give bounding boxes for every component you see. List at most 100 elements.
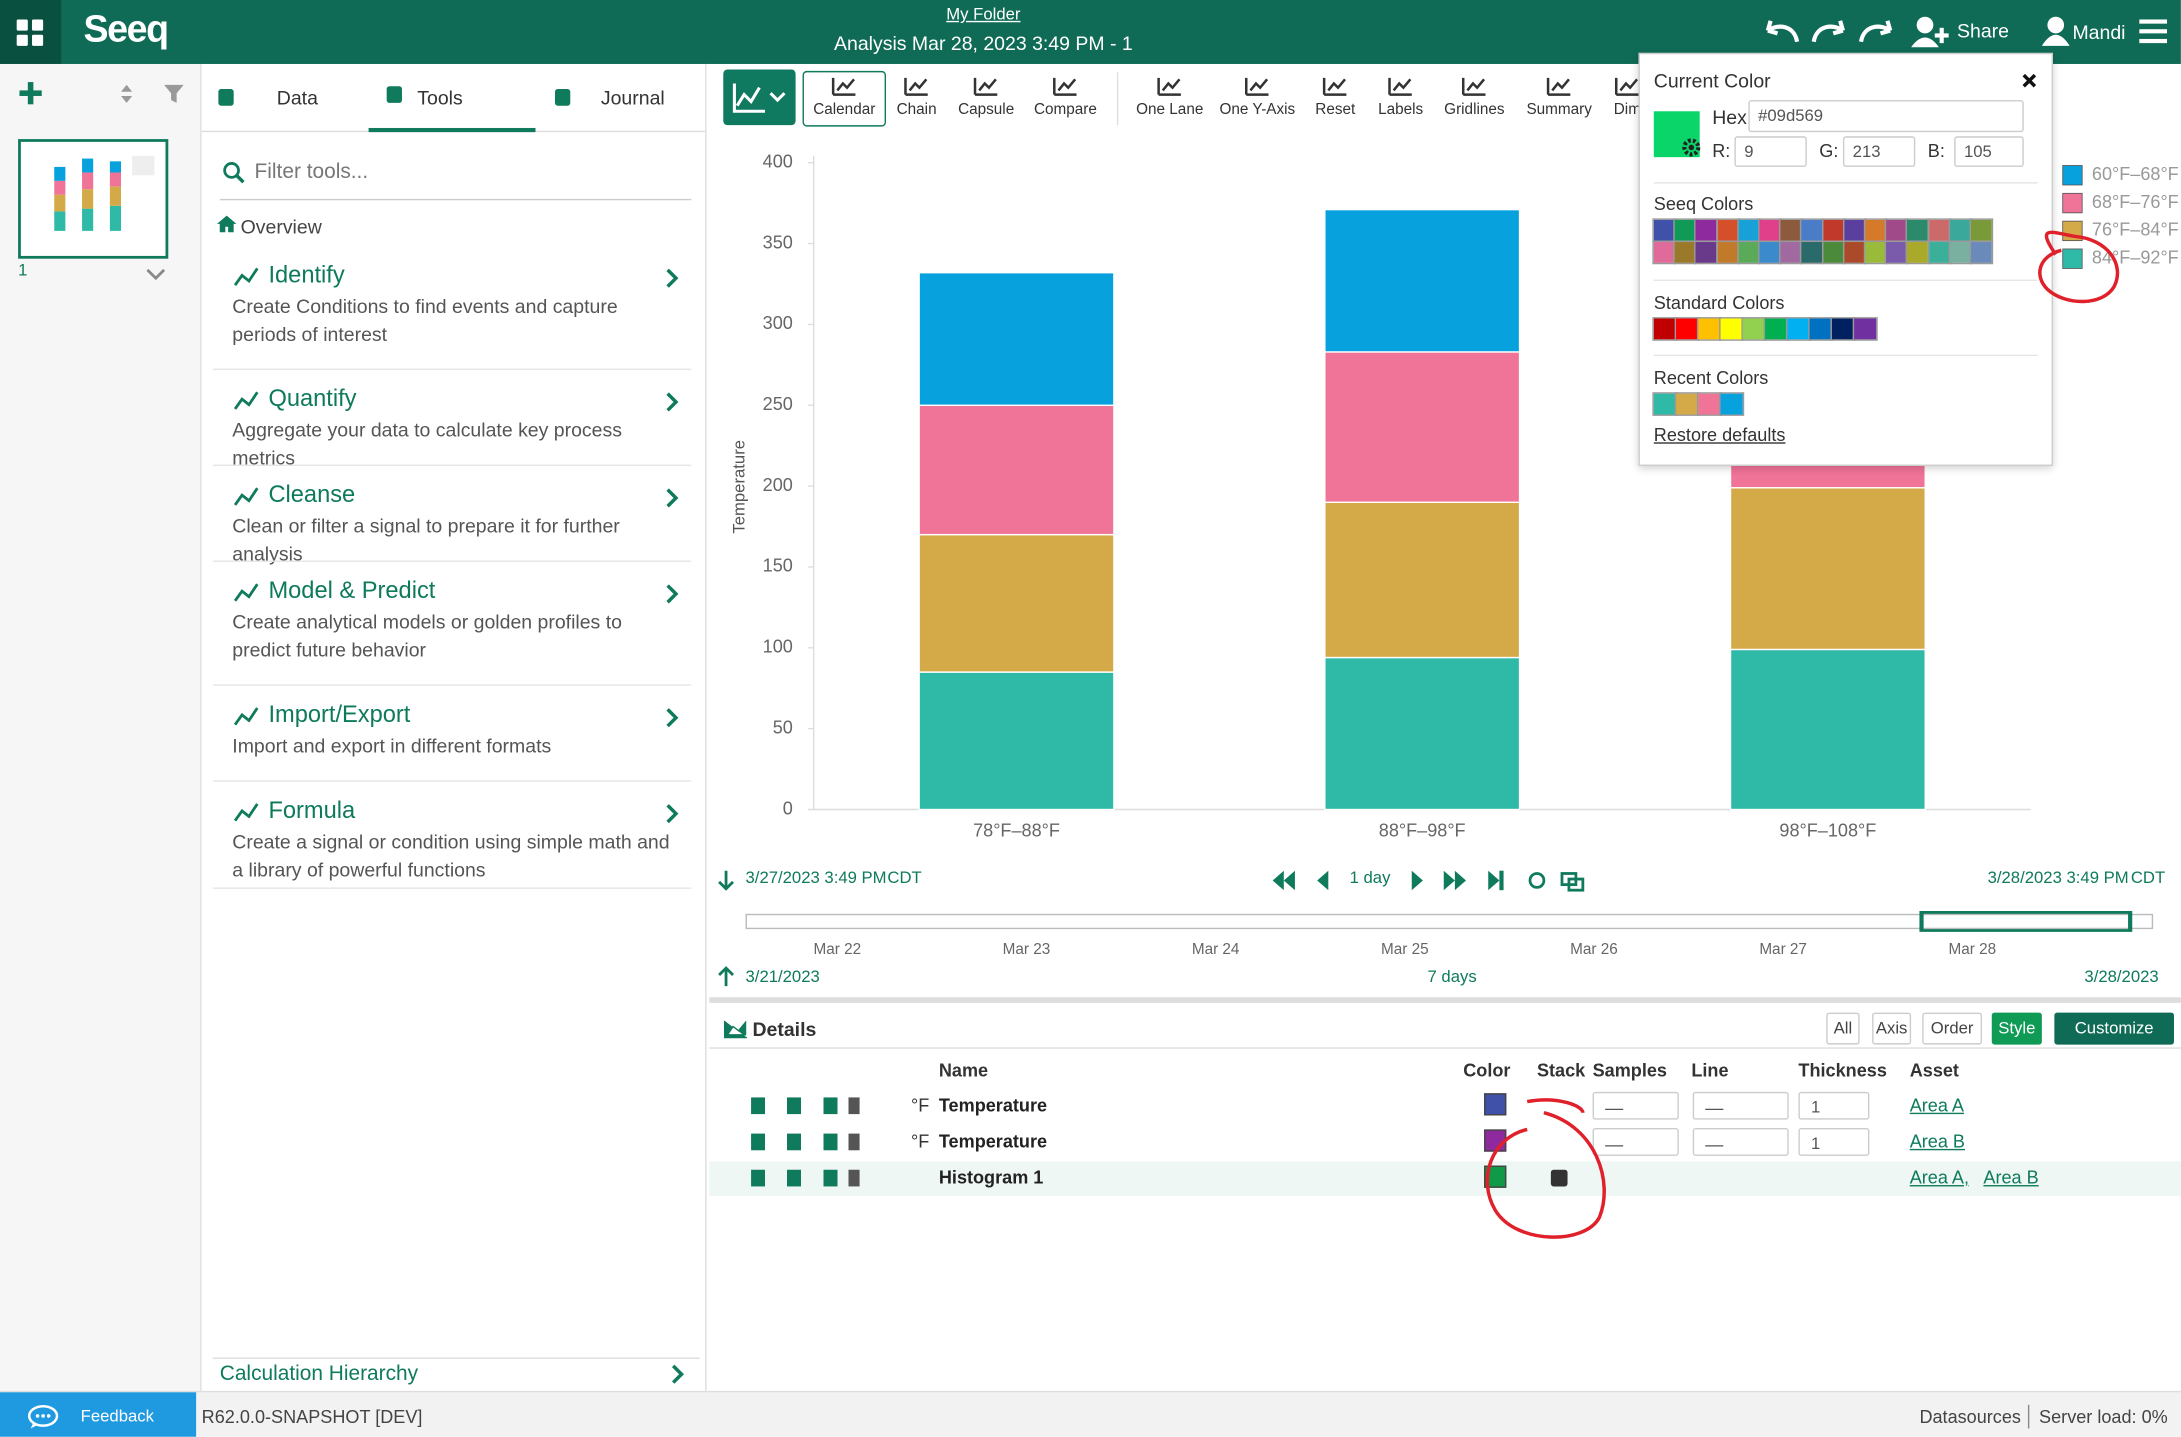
- standard-swatch[interactable]: [1808, 317, 1834, 341]
- seeq-swatch[interactable]: [1948, 218, 1973, 243]
- tool-title[interactable]: Model & Predict: [268, 577, 436, 604]
- seeq-swatch[interactable]: [1863, 240, 1888, 265]
- recent-swatch[interactable]: [1674, 392, 1700, 416]
- range-selection[interactable]: [1919, 911, 2133, 932]
- start-time[interactable]: 3/27/2023 3:49 PM: [745, 867, 887, 888]
- recent-swatch[interactable]: [1652, 392, 1678, 416]
- color-swatch[interactable]: [1484, 1165, 1507, 1188]
- item-name[interactable]: Histogram 1: [938, 1166, 1044, 1188]
- row-actions[interactable]: [751, 1169, 860, 1187]
- tool-title[interactable]: Formula: [268, 796, 356, 824]
- row-actions[interactable]: [751, 1133, 860, 1151]
- range-start[interactable]: 3/21/2023: [745, 966, 820, 987]
- gear-icon[interactable]: [1682, 138, 1701, 157]
- details-button[interactable]: Order: [1922, 1012, 1983, 1045]
- column-header[interactable]: Line: [1691, 1059, 1729, 1081]
- feedback-button[interactable]: Feedback: [0, 1392, 197, 1437]
- seeq-swatch[interactable]: [1927, 240, 1951, 265]
- toolbar-button[interactable]: Summary: [1526, 101, 1592, 119]
- toolbar-button[interactable]: Compare: [1033, 101, 1097, 119]
- seeq-swatch[interactable]: [1821, 218, 1846, 243]
- thickness-select[interactable]: 1: [1798, 1128, 1870, 1156]
- chevron[interactable]: [665, 391, 682, 413]
- details-button[interactable]: Axis: [1872, 1012, 1912, 1045]
- history-icons[interactable]: [1755, 11, 1908, 53]
- toolbar-button[interactable]: Gridlines: [1444, 101, 1505, 119]
- line-select[interactable]: —: [1692, 1091, 1789, 1120]
- panel-tab[interactable]: Data: [276, 86, 318, 109]
- chevron[interactable]: [665, 267, 682, 289]
- thickness-select[interactable]: 1: [1798, 1091, 1870, 1120]
- standard-swatch[interactable]: [1830, 317, 1856, 341]
- hex-input[interactable]: #09d569: [1748, 100, 2024, 133]
- seeq-swatch[interactable]: [1673, 218, 1698, 243]
- seeq-swatch[interactable]: [1969, 218, 1994, 243]
- panel-tab[interactable]: Journal: [600, 86, 665, 109]
- tool-title[interactable]: Quantify: [268, 385, 357, 412]
- line-select[interactable]: —: [1692, 1128, 1789, 1156]
- filter-tools[interactable]: Filter tools...: [254, 159, 369, 184]
- standard-swatch[interactable]: [1696, 317, 1722, 341]
- seeq-swatch[interactable]: [1884, 240, 1909, 265]
- sidebar-icons[interactable]: [117, 81, 187, 106]
- tool-title[interactable]: Cleanse: [268, 481, 356, 508]
- range-end[interactable]: 3/28/2023: [2084, 966, 2159, 987]
- range-track[interactable]: [745, 913, 2154, 930]
- r-input[interactable]: 9: [1734, 136, 1807, 167]
- chevron[interactable]: [665, 803, 682, 825]
- samples-select[interactable]: —: [1592, 1128, 1679, 1156]
- time-controls[interactable]: [1272, 868, 1593, 893]
- asset-link[interactable]: Area A,: [1909, 1166, 1970, 1188]
- seeq-swatch[interactable]: [1652, 218, 1677, 243]
- user-menu[interactable]: Mandi: [2072, 20, 2126, 44]
- column-header[interactable]: Thickness: [1798, 1059, 1887, 1081]
- samples-select[interactable]: —: [1592, 1091, 1679, 1120]
- chevron[interactable]: [665, 487, 682, 509]
- toolbar-button[interactable]: Capsule: [958, 101, 1015, 119]
- seeq-swatch[interactable]: [1800, 240, 1825, 265]
- seeq-swatch[interactable]: [1694, 218, 1719, 243]
- toolbar-button[interactable]: One Y-Axis: [1219, 101, 1296, 119]
- toolbar-button[interactable]: Calendar: [813, 101, 876, 119]
- recent-swatch[interactable]: [1696, 392, 1722, 416]
- details-button[interactable]: Customize: [2054, 1012, 2174, 1045]
- datasources[interactable]: Datasources: [1919, 1406, 2021, 1428]
- duration[interactable]: 1 day: [1349, 867, 1391, 888]
- seeq-swatch[interactable]: [1715, 218, 1740, 243]
- worksheet-dropdown[interactable]: [146, 267, 166, 281]
- toolbar-button[interactable]: Reset: [1315, 101, 1356, 119]
- item-name[interactable]: Temperature: [938, 1094, 1048, 1116]
- worksheet-thumbnail[interactable]: [18, 139, 169, 259]
- range-duration[interactable]: 7 days: [1427, 966, 1477, 987]
- chevron[interactable]: [665, 583, 682, 605]
- chart-type-button[interactable]: [723, 69, 796, 126]
- seeq-swatch[interactable]: [1673, 240, 1698, 265]
- seeq-swatch[interactable]: [1736, 240, 1761, 265]
- hamburger[interactable]: [2139, 17, 2170, 48]
- seeq-swatch[interactable]: [1906, 218, 1930, 243]
- column-header[interactable]: Name: [938, 1059, 989, 1081]
- standard-swatch[interactable]: [1763, 317, 1789, 341]
- recent-swatch[interactable]: [1719, 392, 1745, 416]
- calculation-hierarchy[interactable]: Calculation Hierarchy: [219, 1361, 419, 1386]
- seeq-swatch[interactable]: [1694, 240, 1719, 265]
- seeq-swatch[interactable]: [1652, 240, 1677, 265]
- seeq-swatch[interactable]: [1842, 240, 1867, 265]
- item-name[interactable]: Temperature: [938, 1130, 1048, 1152]
- column-header[interactable]: Color: [1463, 1059, 1511, 1081]
- restore-defaults[interactable]: Restore defaults: [1653, 424, 1786, 446]
- panel-tab[interactable]: Tools: [417, 86, 463, 109]
- logo[interactable]: Seeq: [83, 8, 169, 51]
- color-swatch[interactable]: [1484, 1093, 1507, 1116]
- standard-swatch[interactable]: [1741, 317, 1767, 341]
- asset-link[interactable]: Area B: [1909, 1130, 1965, 1152]
- share-button[interactable]: Share: [1956, 19, 2009, 42]
- standard-swatch[interactable]: [1674, 317, 1700, 341]
- asset-link[interactable]: Area B: [1983, 1166, 2039, 1188]
- g-input[interactable]: 213: [1842, 136, 1916, 167]
- standard-swatch[interactable]: [1652, 317, 1678, 341]
- toolbar-button[interactable]: Labels: [1378, 101, 1424, 119]
- seeq-swatch[interactable]: [1842, 218, 1867, 243]
- asset-link[interactable]: Area A: [1909, 1094, 1964, 1116]
- toolbar-button[interactable]: One Lane: [1136, 101, 1204, 119]
